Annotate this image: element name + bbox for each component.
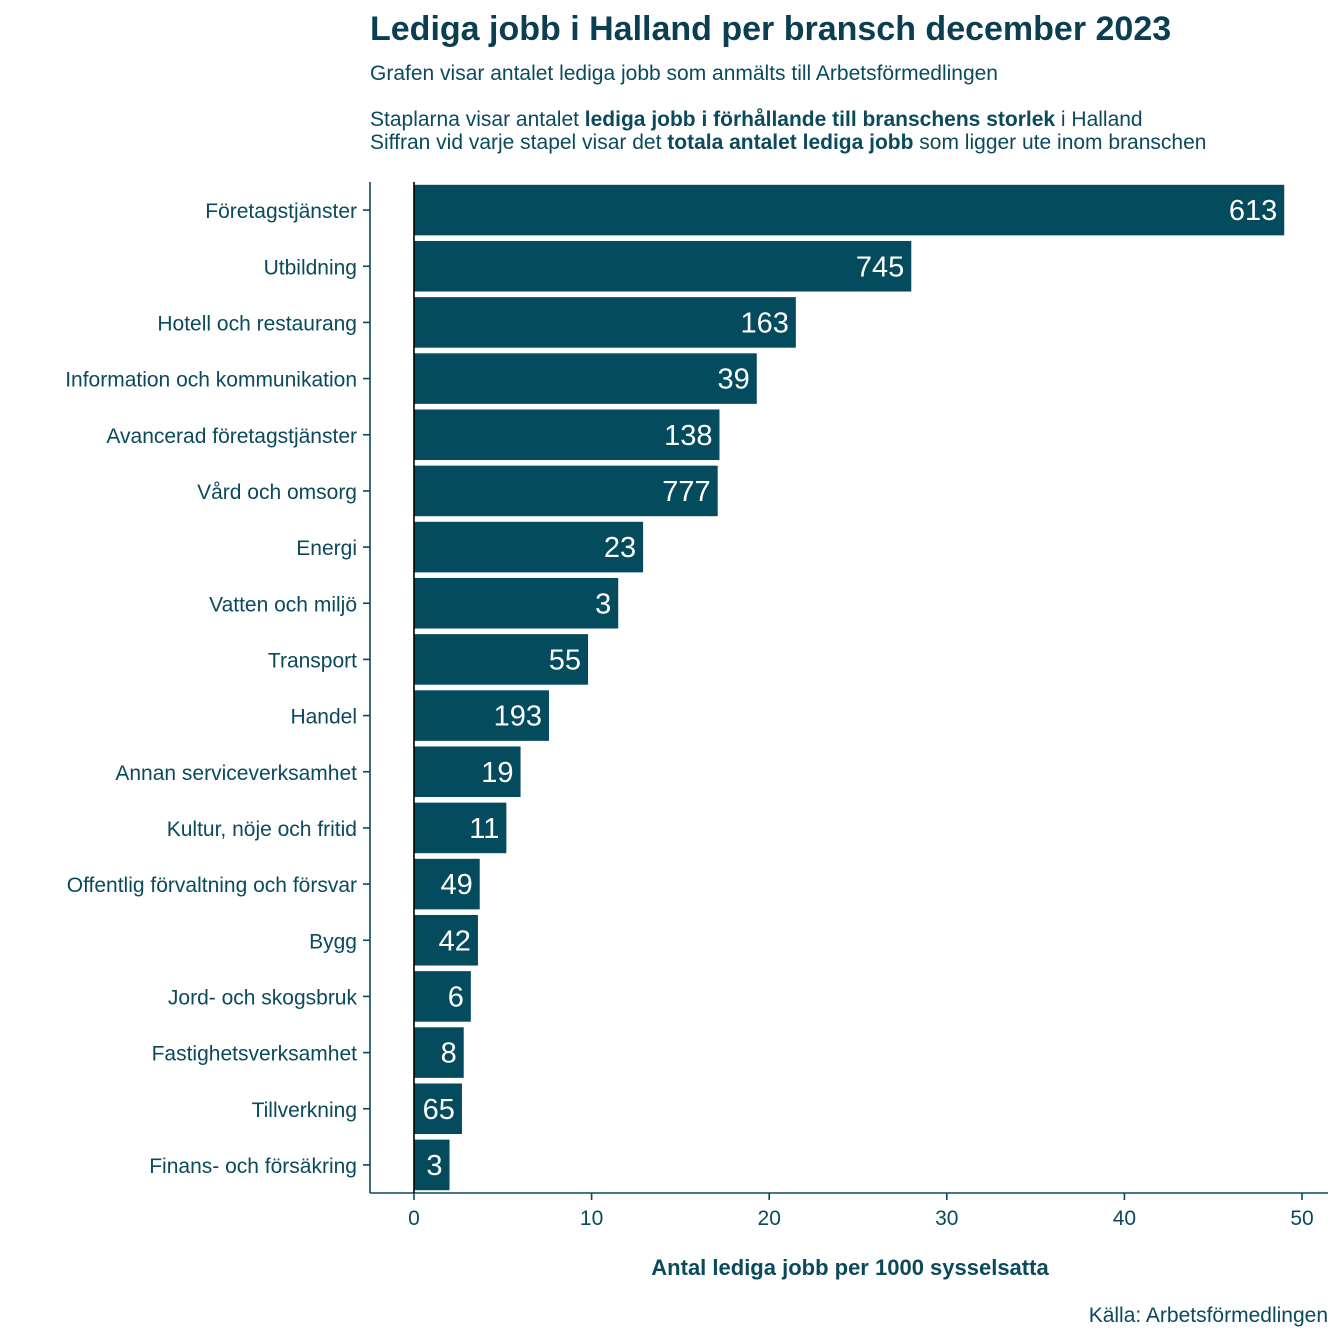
x-axis-title: Antal lediga jobb per 1000 sysselsatta xyxy=(651,1255,1049,1280)
y-tick-label: Vård och omsorg xyxy=(197,481,357,504)
bar-data-label: 23 xyxy=(604,532,636,564)
x-tick-label: 0 xyxy=(408,1207,420,1230)
note-2-after: som ligger ute inom branschen xyxy=(913,131,1207,154)
y-tick-label: Vatten och miljö xyxy=(209,593,357,616)
x-tick-label: 50 xyxy=(1290,1207,1313,1230)
bar-data-label: 49 xyxy=(440,869,472,901)
x-tick-label: 10 xyxy=(580,1207,603,1230)
bar-data-label: 42 xyxy=(439,925,471,957)
bar xyxy=(414,465,718,517)
bar xyxy=(414,1083,462,1135)
y-tick-label: Transport xyxy=(268,649,357,672)
bar xyxy=(414,240,912,292)
bar xyxy=(414,1027,464,1078)
bar-data-label: 6 xyxy=(448,981,464,1013)
y-tick-label: Avancerad företagstjänster xyxy=(106,425,357,448)
bar xyxy=(414,521,644,573)
bar-data-label: 11 xyxy=(469,813,499,845)
bar xyxy=(414,184,1285,236)
y-tick-label: Tillverkning xyxy=(252,1099,357,1122)
bar-data-label: 19 xyxy=(481,757,513,789)
bar xyxy=(414,914,478,966)
y-tick-label: Bygg xyxy=(309,930,357,953)
bar-data-label: 745 xyxy=(856,251,904,283)
x-tick-label: 20 xyxy=(758,1207,781,1230)
chart-note-2: Siffran vid varje stapel visar det total… xyxy=(370,131,1206,155)
y-tick-label: Kultur, nöje och fritid xyxy=(167,818,357,841)
x-tick-label: 30 xyxy=(935,1207,958,1230)
y-tick-label: Offentlig förvaltning och försvar xyxy=(67,874,357,897)
bar xyxy=(414,802,507,854)
bar-data-label: 3 xyxy=(595,588,611,620)
bar-data-label: 39 xyxy=(718,364,750,396)
x-tick-label: 40 xyxy=(1113,1207,1136,1230)
y-tick-label: Fastighetsverksamhet xyxy=(152,1043,358,1066)
bar-data-label: 193 xyxy=(494,701,542,733)
y-tick-label: Information och kommunikation xyxy=(65,369,357,392)
bar xyxy=(414,746,521,798)
bar xyxy=(414,634,589,685)
y-tick-label: Handel xyxy=(290,706,357,729)
y-tick-label: Finans- och försäkring xyxy=(149,1155,357,1178)
chart-title: Lediga jobb i Halland per bransch decemb… xyxy=(370,10,1172,48)
y-tick-label: Jord- och skogsbruk xyxy=(168,986,358,1009)
note-1-bold: lediga jobb i förhållande till branschen… xyxy=(584,108,1056,131)
y-tick-label: Hotell och restaurang xyxy=(157,312,357,335)
bar-data-label: 65 xyxy=(423,1094,455,1126)
y-tick-label: Annan serviceverksamhet xyxy=(115,762,357,785)
bar-data-label: 3 xyxy=(426,1150,442,1182)
bar xyxy=(414,353,757,404)
chart-subtitle: Grafen visar antalet lediga jobb som anm… xyxy=(370,62,998,85)
bar-data-label: 163 xyxy=(740,307,788,339)
note-2-bold: totala antalet lediga jobb xyxy=(667,131,914,154)
y-tick-label: Energi xyxy=(296,537,357,560)
note-2-before: Siffran vid varje stapel visar det xyxy=(370,131,668,154)
bar xyxy=(414,297,796,348)
note-1-before: Staplarna visar antalet xyxy=(370,108,585,131)
bar xyxy=(414,577,619,629)
note-1-after: i Halland xyxy=(1055,108,1143,131)
chart-note-1: Staplarna visar antalet lediga jobb i fö… xyxy=(370,108,1143,132)
bar xyxy=(414,1139,450,1191)
bar xyxy=(414,690,549,741)
bar-data-label: 138 xyxy=(664,420,712,452)
y-tick-label: Utbildning xyxy=(264,256,357,279)
bar-data-label: 55 xyxy=(549,644,581,676)
source-note: Källa: Arbetsförmedlingen xyxy=(1088,1304,1328,1327)
y-tick-label: Företagstjänster xyxy=(205,200,357,223)
bar-data-label: 777 xyxy=(662,476,710,508)
bar-data-label: 8 xyxy=(441,1038,457,1070)
bar xyxy=(414,409,720,461)
bar xyxy=(414,858,480,910)
bar-data-label: 613 xyxy=(1229,195,1277,227)
bar xyxy=(414,971,471,1022)
